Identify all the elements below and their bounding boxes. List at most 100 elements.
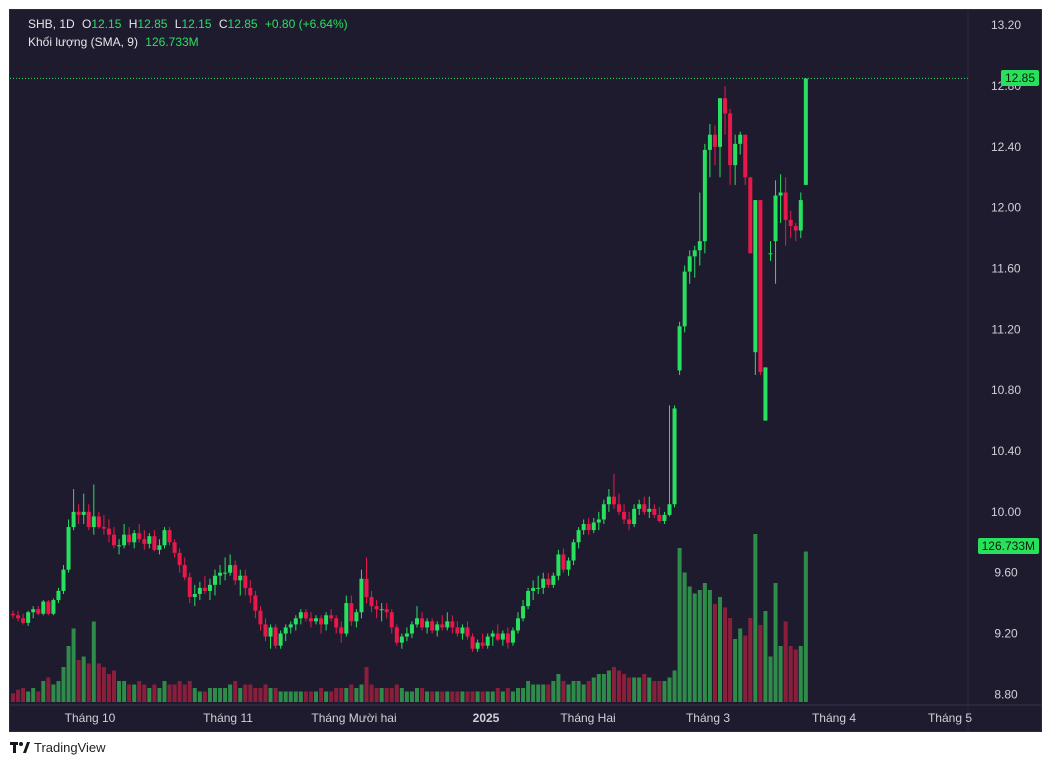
volume-bar <box>430 691 435 702</box>
volume-bar <box>743 635 748 702</box>
candle-body <box>647 508 652 512</box>
candle-body <box>172 542 177 553</box>
candle-body <box>697 241 702 251</box>
candle-body <box>157 545 162 550</box>
volume-bar <box>349 684 354 702</box>
volume-bar <box>21 688 26 702</box>
candle-body <box>773 195 778 242</box>
candle-body <box>96 516 101 528</box>
volume-bar <box>682 572 687 702</box>
candle-body <box>258 610 263 625</box>
volume-bar <box>495 688 500 702</box>
candle-body <box>440 624 445 628</box>
volume-bar <box>697 590 702 702</box>
volume-bar <box>364 667 369 702</box>
x-tick-label: Tháng 11 <box>203 711 253 725</box>
volume-bar <box>647 677 652 702</box>
candle-body <box>677 326 682 371</box>
candle-body <box>298 612 303 619</box>
volume-bar <box>425 691 430 702</box>
volume-bar <box>263 684 268 702</box>
volume-bar <box>728 618 733 702</box>
volume-bar <box>768 656 773 702</box>
volume-bars <box>11 534 808 702</box>
change-value: +0.80 (+6.64%) <box>264 17 348 31</box>
candle-body <box>758 200 763 372</box>
candle-body <box>379 609 384 611</box>
volume-bar <box>455 691 460 702</box>
candle-body <box>430 621 435 631</box>
candle-body <box>485 636 490 646</box>
candle-body <box>480 642 485 646</box>
volume-bar <box>157 688 162 702</box>
chart-frame[interactable]: 13.20 12.80 12.40 12.00 11.60 11.20 10.80 10.40… <box>9 9 1042 732</box>
candle-body <box>359 578 364 613</box>
x-tick-label: Tháng 4 <box>812 711 856 725</box>
footer-brand[interactable]: TradingView <box>10 740 106 755</box>
volume-bar <box>137 681 142 702</box>
volume-bar <box>404 691 409 702</box>
x-tick-label: Tháng 3 <box>686 711 730 725</box>
candle-body <box>763 367 768 421</box>
volume-bar <box>778 646 783 702</box>
volume-bar <box>591 677 596 702</box>
volume-bar <box>758 625 763 702</box>
candle-body <box>733 143 738 166</box>
candle-body <box>278 633 283 646</box>
volume-bar <box>576 681 581 702</box>
candle-body <box>556 554 561 576</box>
candle-body <box>167 530 172 543</box>
candle-body <box>788 219 793 226</box>
candle-body <box>308 618 313 622</box>
candle-body <box>793 225 798 231</box>
volume-bar <box>319 688 324 702</box>
volume-bar <box>389 688 394 702</box>
candle-body <box>712 134 717 147</box>
symbol-label[interactable]: SHB, 1D <box>28 17 75 31</box>
candle-body <box>31 609 36 613</box>
volume-bar <box>122 681 127 702</box>
candle-body <box>354 612 359 622</box>
volume-bar <box>253 688 258 702</box>
volume-bar <box>733 639 738 702</box>
volume-indicator-label[interactable]: Khối lượng (SMA, 9) <box>28 35 138 49</box>
volume-bar <box>788 646 793 702</box>
volume-bar <box>617 670 621 702</box>
candle-body <box>500 633 505 640</box>
candle-body <box>601 504 606 520</box>
volume-bar <box>475 691 480 702</box>
volume-bar <box>243 684 248 702</box>
volume-bar <box>753 534 758 702</box>
volume-bar <box>702 583 707 702</box>
volume-bar <box>177 681 182 702</box>
y-tick-label: 12.40 <box>991 140 1021 154</box>
volume-bar <box>213 688 217 702</box>
candle-body <box>510 630 515 643</box>
candle-body <box>61 569 66 591</box>
candle-body <box>632 508 637 525</box>
candle-body <box>404 633 409 637</box>
candle-body <box>117 545 122 547</box>
volume-bar <box>662 681 667 702</box>
volume-bar <box>384 688 389 702</box>
volume-bar <box>687 586 692 702</box>
close-label: C <box>218 17 228 31</box>
candle-body <box>399 636 404 643</box>
candle-body <box>137 533 142 540</box>
volume-bar <box>546 684 551 702</box>
candle-body <box>521 606 526 619</box>
volume-bar <box>637 677 642 702</box>
volume-bar <box>445 691 450 702</box>
candle-body <box>516 618 520 631</box>
candle-body <box>718 98 722 147</box>
volume-bar <box>803 551 808 702</box>
volume-bar <box>490 691 495 702</box>
candle-body <box>753 200 758 353</box>
candle-body <box>319 618 324 625</box>
candlestick-chart[interactable]: 13.2012.8012.4012.0011.6011.2010.8010.40… <box>10 10 1041 731</box>
candle-body <box>637 504 642 509</box>
candle-body <box>288 624 293 628</box>
candle-body <box>707 134 712 150</box>
y-tick-label: 10.40 <box>991 444 1021 458</box>
candle-body <box>112 534 116 546</box>
